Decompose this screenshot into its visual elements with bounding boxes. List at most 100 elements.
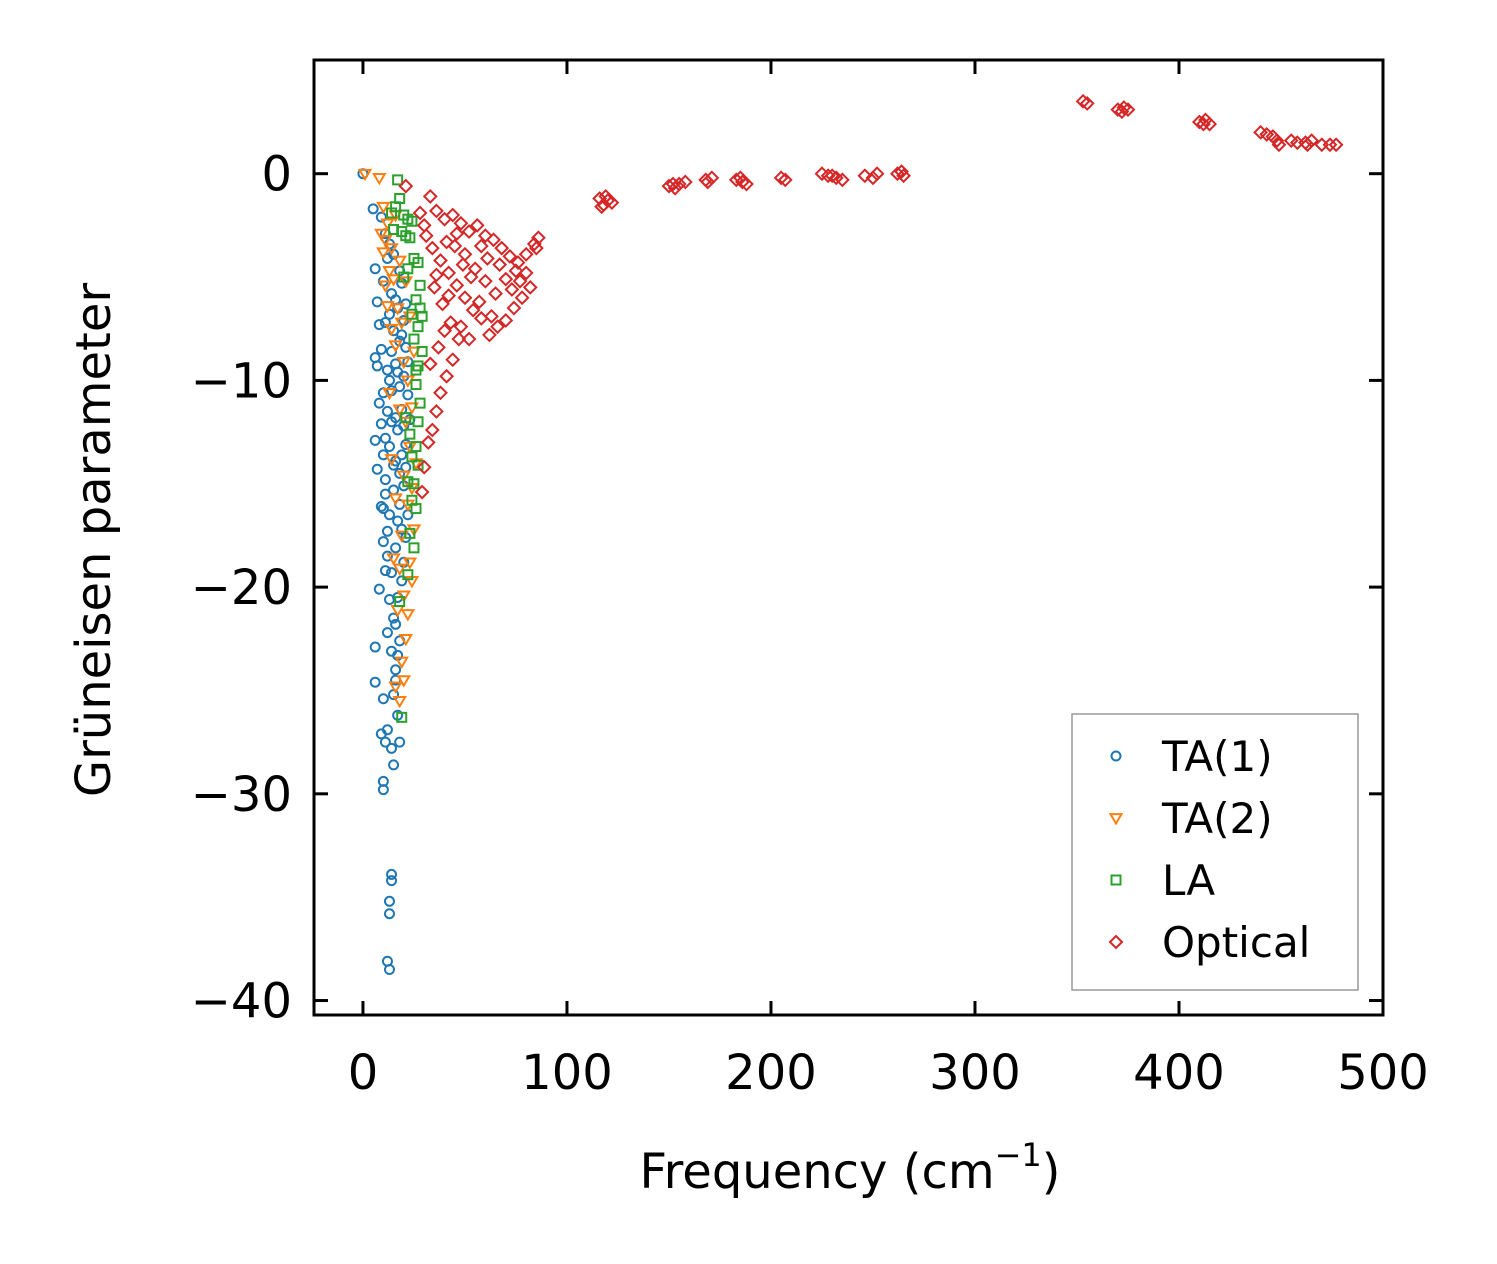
data-point bbox=[382, 265, 397, 279]
data-point bbox=[400, 438, 412, 450]
data-point bbox=[732, 170, 748, 186]
data-point bbox=[383, 374, 395, 386]
data-point bbox=[412, 459, 424, 471]
x-tick-label: 300 bbox=[929, 1045, 1021, 1101]
data-point bbox=[665, 176, 681, 192]
data-point bbox=[894, 164, 909, 180]
data-point bbox=[390, 664, 402, 676]
data-point bbox=[390, 618, 402, 630]
data-point bbox=[379, 474, 391, 486]
data-point bbox=[372, 172, 387, 186]
data-point bbox=[383, 964, 395, 976]
data-point bbox=[441, 265, 457, 281]
data-point bbox=[369, 676, 381, 688]
data-point bbox=[404, 428, 416, 440]
data-point bbox=[383, 908, 395, 920]
data-point bbox=[379, 736, 391, 748]
data-point bbox=[528, 240, 544, 256]
data-point bbox=[484, 308, 499, 324]
data-point bbox=[437, 323, 452, 339]
series-la bbox=[386, 174, 428, 723]
data-point bbox=[428, 203, 444, 219]
data-point bbox=[433, 385, 448, 401]
data-point bbox=[422, 189, 438, 204]
axis-ticks bbox=[314, 60, 1385, 1015]
data-point bbox=[1322, 137, 1338, 153]
data-point bbox=[383, 441, 395, 453]
plot-frame bbox=[312, 58, 1385, 1017]
legend: TA(1) TA(2) LA Optical bbox=[1071, 713, 1359, 991]
data-point bbox=[374, 228, 389, 242]
data-point bbox=[412, 416, 424, 428]
data-point bbox=[869, 166, 885, 182]
data-point bbox=[400, 412, 412, 424]
legend-marker bbox=[1108, 813, 1124, 826]
data-point bbox=[1110, 102, 1126, 118]
data-point bbox=[412, 205, 428, 221]
data-point bbox=[386, 868, 398, 880]
data-point bbox=[445, 207, 461, 223]
data-point bbox=[406, 215, 418, 227]
data-point bbox=[416, 345, 428, 357]
data-point bbox=[471, 294, 487, 310]
data-point bbox=[735, 174, 750, 190]
data-point bbox=[396, 356, 412, 370]
data-point bbox=[392, 174, 404, 186]
data-point bbox=[384, 454, 399, 467]
data-point bbox=[441, 288, 457, 304]
data-point bbox=[388, 681, 403, 694]
data-point bbox=[410, 441, 422, 453]
data-point bbox=[465, 302, 481, 318]
data-point bbox=[428, 267, 444, 283]
data-point bbox=[1271, 137, 1287, 153]
data-point bbox=[486, 232, 501, 248]
data-point bbox=[410, 379, 422, 391]
data-point bbox=[396, 711, 408, 723]
data-point bbox=[479, 251, 495, 266]
data-point bbox=[453, 215, 469, 231]
data-point bbox=[394, 467, 406, 479]
data-point bbox=[435, 296, 450, 312]
legend-entry: TA(2) bbox=[1108, 794, 1273, 843]
data-point bbox=[457, 290, 473, 306]
data-point bbox=[1114, 104, 1130, 120]
data-point bbox=[896, 168, 911, 184]
data-point bbox=[416, 459, 432, 475]
data-point bbox=[381, 627, 393, 639]
data-point bbox=[498, 271, 514, 287]
data-point bbox=[386, 553, 401, 566]
data-point bbox=[477, 228, 493, 244]
data-point bbox=[477, 273, 493, 289]
y-tick-label: −10 bbox=[191, 353, 292, 409]
x-tick-label: 500 bbox=[1337, 1045, 1429, 1101]
data-point bbox=[406, 451, 418, 463]
data-point bbox=[433, 253, 448, 268]
data-point bbox=[428, 403, 444, 419]
data-point bbox=[1202, 116, 1218, 132]
data-point bbox=[381, 550, 393, 562]
data-point bbox=[592, 191, 608, 206]
y-axis-label: Grüneisen parameter bbox=[66, 283, 122, 798]
y-tick-label: 0 bbox=[261, 147, 292, 203]
data-point bbox=[383, 509, 395, 521]
legend-entry: Optical bbox=[1108, 918, 1310, 967]
x-axis-label-main: Frequency (cm bbox=[639, 1144, 994, 1200]
data-point bbox=[461, 331, 477, 347]
data-point bbox=[677, 174, 693, 190]
data-point bbox=[394, 381, 406, 393]
legend-label: Optical bbox=[1162, 918, 1310, 967]
data-point bbox=[518, 246, 534, 262]
data-point bbox=[453, 319, 469, 335]
data-point bbox=[402, 263, 414, 275]
x-axis-label: Frequency (cm−1) bbox=[639, 1136, 1060, 1200]
data-point bbox=[379, 565, 391, 577]
data-point bbox=[408, 333, 420, 345]
data-point bbox=[488, 286, 503, 301]
data-point bbox=[1196, 116, 1211, 132]
data-point bbox=[777, 172, 793, 188]
data-point bbox=[394, 596, 406, 608]
data-point bbox=[494, 240, 510, 256]
data-point bbox=[392, 404, 407, 417]
x-tick-label: 100 bbox=[521, 1045, 613, 1101]
data-point bbox=[369, 434, 381, 446]
